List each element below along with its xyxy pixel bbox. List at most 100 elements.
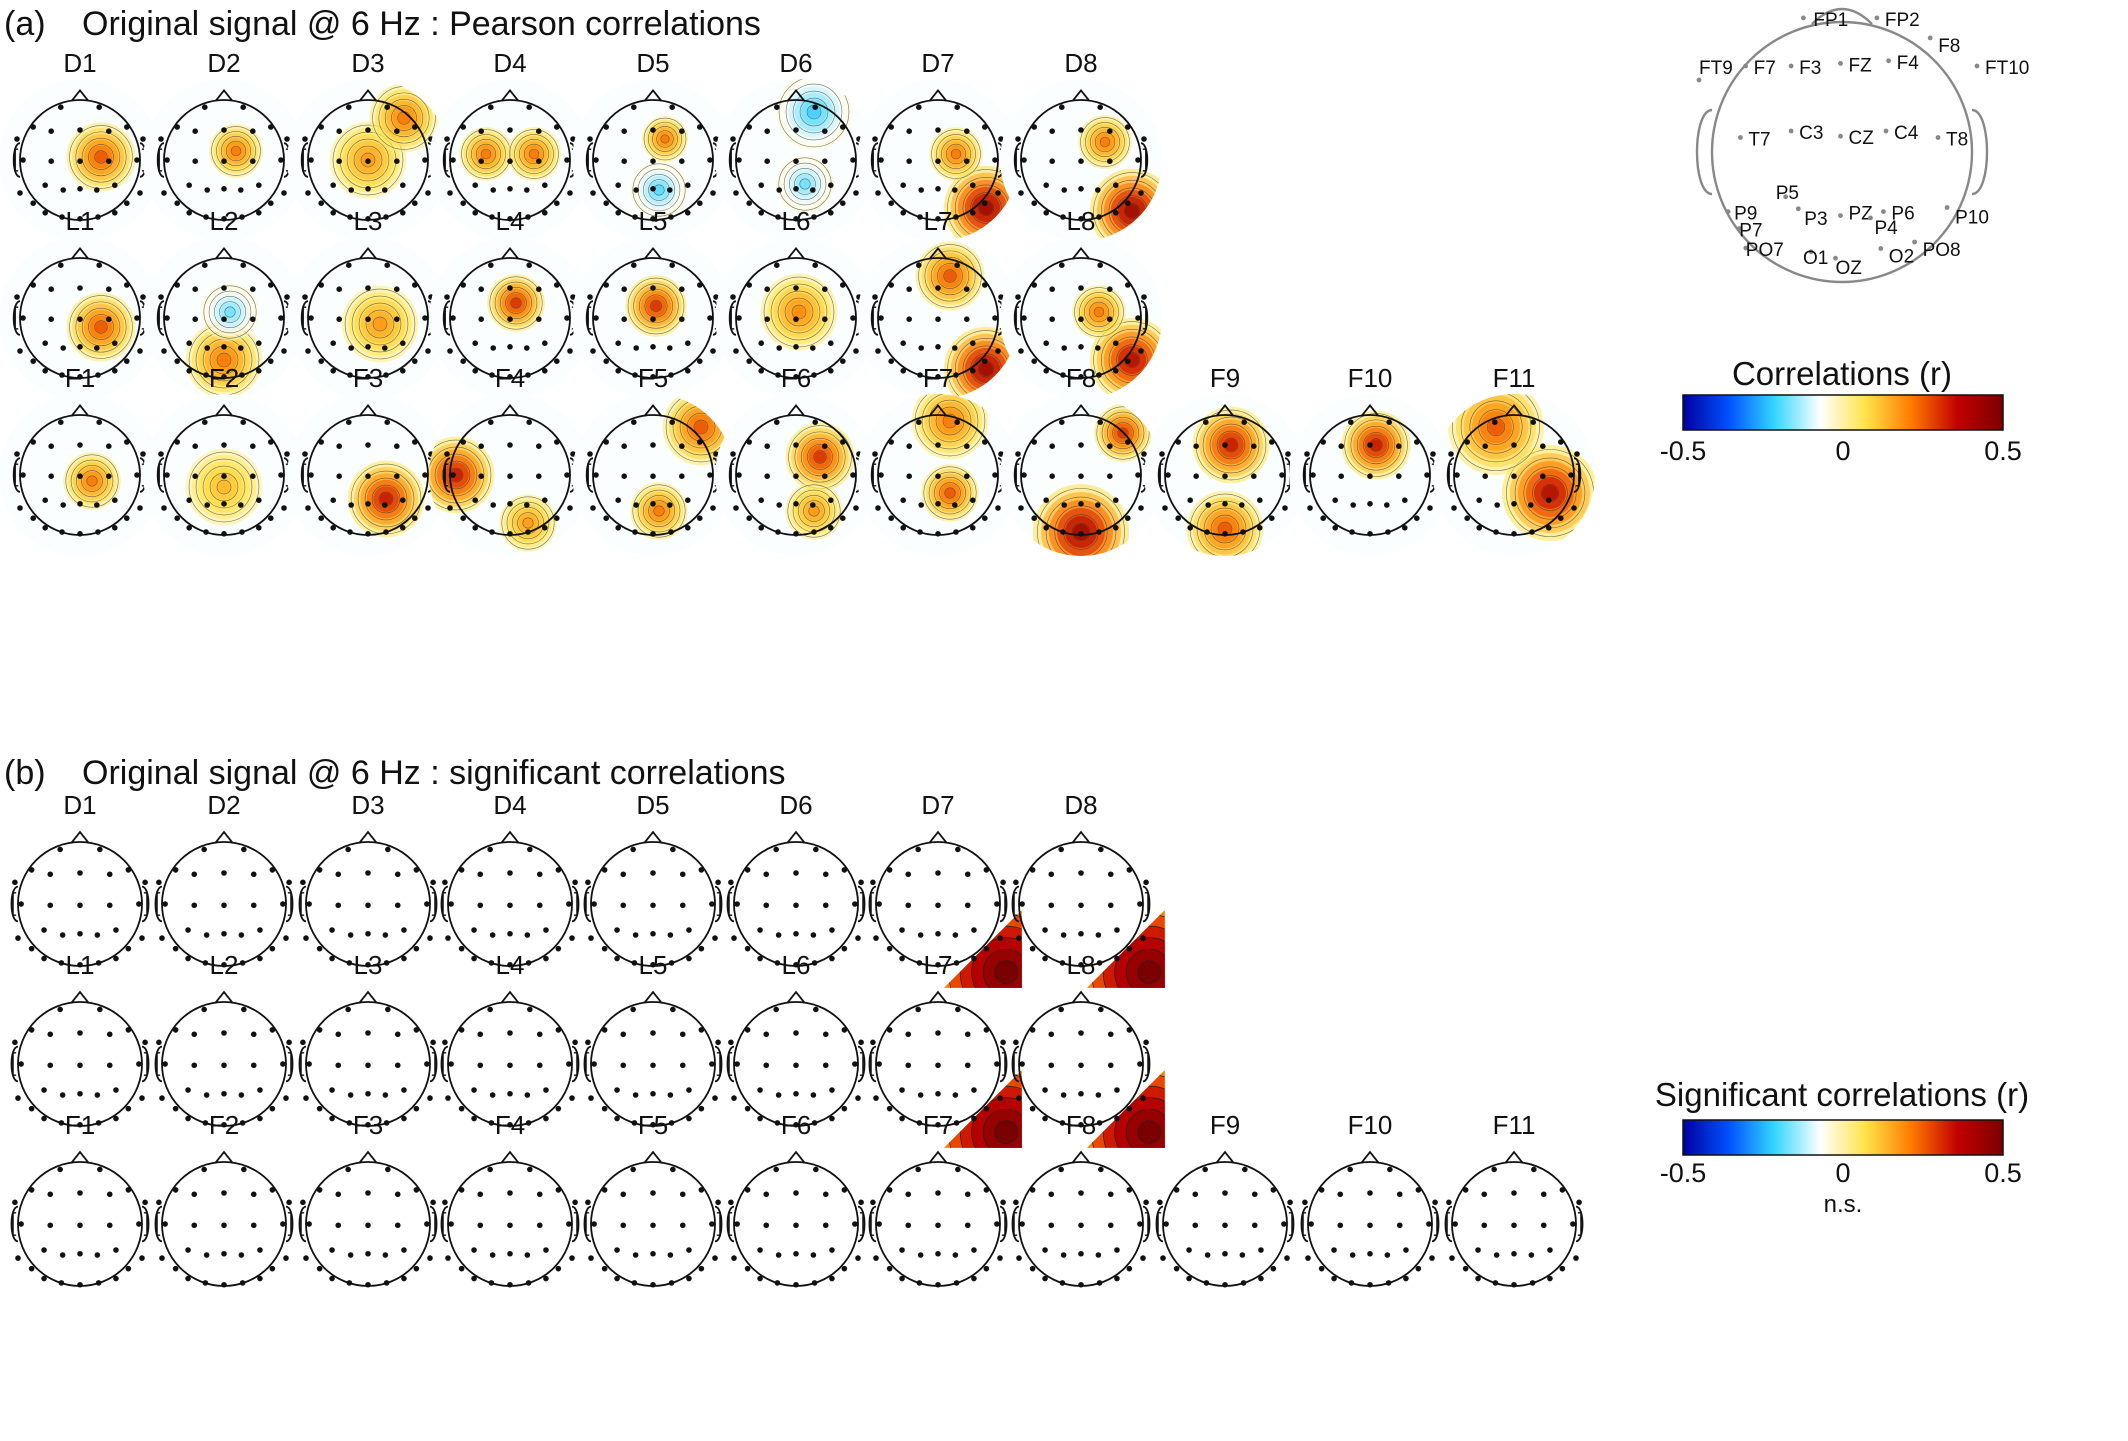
topo-label-D7: D7 <box>921 790 954 820</box>
electrode-dot <box>1974 63 1980 69</box>
electrode-dot <box>1788 63 1794 69</box>
electrode-label-t7: T7 <box>1748 130 1770 151</box>
topo-L4 <box>429 237 591 399</box>
topo-label-L1: L1 <box>66 206 95 236</box>
electrode-label-o1: O1 <box>1803 248 1828 269</box>
topo-label-L5: L5 <box>639 206 668 236</box>
topo-label-D2: D2 <box>207 790 240 820</box>
electrode-dot <box>1868 215 1873 221</box>
topo-label-F5: F5 <box>638 1110 668 1140</box>
topo-D4 <box>429 79 591 241</box>
panel-a-headmaps: D1 D2 D3 D4 D5 D6 D7 D8 L1 L2 L3 L4 L5 L6 L7 L8 F1 F2 F3 F4… <box>0 48 1595 556</box>
electrode-label-fp2: FP2 <box>1885 10 1920 31</box>
topo-label-L2: L2 <box>210 206 239 236</box>
electrode-label-p7: P7 <box>1739 221 1762 242</box>
electrode-dot <box>1738 135 1743 140</box>
electrode-dot <box>1881 209 1886 215</box>
topo-label-L3: L3 <box>354 950 383 980</box>
sigmap-D1 <box>10 830 150 968</box>
topo-D2 <box>143 79 305 241</box>
electrode-label-p3: P3 <box>1804 209 1827 230</box>
topo-F11 <box>1433 394 1595 556</box>
topo-label-F4: F4 <box>495 1110 525 1140</box>
topo-F5 <box>572 394 734 556</box>
topo-label-D3: D3 <box>351 48 384 78</box>
topo-label-F10: F10 <box>1348 1110 1393 1140</box>
electrode-dot <box>1783 194 1789 200</box>
panel-b-title: Original signal @ 6 Hz : significant cor… <box>82 754 785 792</box>
electrode-layout-map: FP1 FP2 F8 FT9 F7 F3 FZ F4 FT10 T7 C3 CZ C4 T8 P5 P9 P3 P… <box>1695 7 2029 284</box>
sigmap-L2 <box>154 990 294 1128</box>
topo-L5 <box>572 237 734 399</box>
electrode-label-p6: P6 <box>1891 204 1914 225</box>
topo-label-D1: D1 <box>63 790 96 820</box>
sigmap-D6 <box>726 830 866 968</box>
panel-a-letter: (a) <box>4 5 46 43</box>
electrode-dot <box>1935 135 1941 140</box>
topo-label-F2: F2 <box>209 363 239 393</box>
topo-label-L6: L6 <box>782 950 811 980</box>
electrode-label-ft10: FT10 <box>1985 58 2029 79</box>
colorbar-a-tick-min: -0.5 <box>1660 436 1707 466</box>
sigmap-L5 <box>583 990 723 1128</box>
electrode-dot <box>1838 133 1843 139</box>
topo-label-D4: D4 <box>493 790 526 820</box>
colorbar-b-ns-label: n.s. <box>1824 1191 1863 1218</box>
topo-label-F2: F2 <box>209 1110 239 1140</box>
topo-label-D7: D7 <box>921 48 954 78</box>
topo-F8 <box>1000 394 1162 556</box>
topo-label-L8: L8 <box>1067 206 1096 236</box>
colorbar-a-tick-mid: 0 <box>1835 436 1850 466</box>
sigmap-D5 <box>583 830 723 968</box>
topo-F9 <box>1144 394 1306 556</box>
topo-label-F1: F1 <box>65 1110 95 1140</box>
topo-label-F11: F11 <box>1493 363 1536 393</box>
topo-L3 <box>287 237 449 399</box>
topo-label-F1: F1 <box>65 363 95 393</box>
topo-label-D4: D4 <box>493 48 526 78</box>
sigmap-D3 <box>298 830 438 968</box>
colorbar-b-tick-max: 0.5 <box>1984 1158 2022 1188</box>
sigmap-D4 <box>440 830 580 968</box>
electrode-dot <box>1725 209 1731 215</box>
electrode-label-p9: P9 <box>1734 204 1757 225</box>
topo-label-F7: F7 <box>923 1110 953 1140</box>
sigmap-D2 <box>154 830 294 968</box>
topo-label-D5: D5 <box>636 790 669 820</box>
electrode-dot <box>1743 245 1749 251</box>
topo-label-D6: D6 <box>779 48 812 78</box>
topo-F1 <box>0 394 161 556</box>
electrode-label-oz: OZ <box>1836 258 1863 279</box>
topo-label-D2: D2 <box>207 48 240 78</box>
topo-label-D1: D1 <box>63 48 96 78</box>
electrode-label-ft9: FT9 <box>1699 58 1733 79</box>
colorbar-a-gradient <box>1682 394 2004 431</box>
electrode-dot <box>1838 213 1843 219</box>
panel-b-letter: (b) <box>4 754 46 792</box>
topo-label-F3: F3 <box>353 363 383 393</box>
colorbar-a: Correlations (r) -0.5 0 0.5 <box>1660 355 2022 466</box>
sigmap-L1 <box>10 990 150 1128</box>
topo-L1 <box>0 237 161 399</box>
topo-F6 <box>715 394 877 556</box>
sigmap-F7 <box>868 1150 1008 1288</box>
colorbar-b-title: Significant correlations (r) <box>1655 1076 2029 1113</box>
electrode-dot <box>1883 128 1889 134</box>
sigmap-L3 <box>298 990 438 1128</box>
electrode-dot <box>1795 206 1801 212</box>
colorbar-a-title: Correlations (r) <box>1732 355 1952 392</box>
colorbar-a-tick-max: 0.5 <box>1984 436 2022 466</box>
topo-L6 <box>715 237 877 399</box>
sigmap-F11 <box>1444 1150 1584 1288</box>
topo-label-L3: L3 <box>354 206 383 236</box>
electrode-label-pz: PZ <box>1849 204 1874 225</box>
electrode-label-c4: C4 <box>1894 123 1919 144</box>
electrode-dot <box>1743 63 1748 69</box>
topo-label-F8: F8 <box>1066 363 1096 393</box>
sigmap-D7 <box>868 830 1022 988</box>
colorbar-b-tick-min: -0.5 <box>1660 1158 1707 1188</box>
sigmap-F6 <box>726 1150 866 1288</box>
topo-label-L7: L7 <box>924 206 953 236</box>
topo-label-D8: D8 <box>1064 790 1097 820</box>
electrode-label-o2: O2 <box>1889 247 1914 268</box>
